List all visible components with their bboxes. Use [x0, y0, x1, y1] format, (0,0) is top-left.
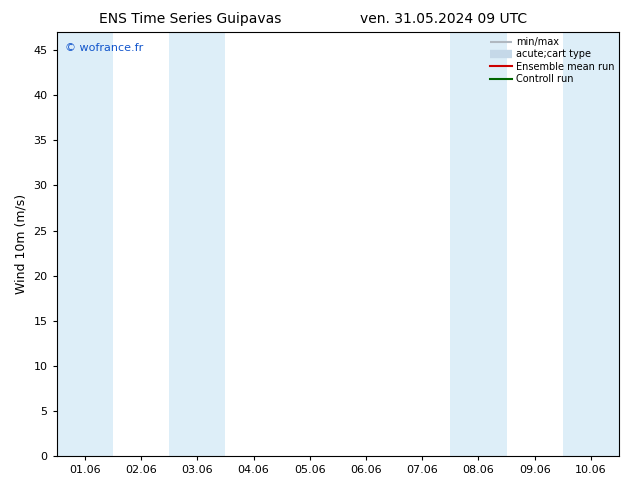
Bar	[56, 32, 113, 456]
Y-axis label: Wind 10m (m/s): Wind 10m (m/s)	[15, 194, 28, 294]
Bar	[169, 32, 226, 456]
Legend: min/max, acute;cart type, Ensemble mean run, Controll run: min/max, acute;cart type, Ensemble mean …	[488, 35, 616, 86]
Bar	[450, 32, 507, 456]
Text: ven. 31.05.2024 09 UTC: ven. 31.05.2024 09 UTC	[360, 12, 527, 26]
Text: © wofrance.fr: © wofrance.fr	[65, 43, 143, 53]
Text: ENS Time Series Guipavas: ENS Time Series Guipavas	[99, 12, 281, 26]
Bar	[563, 32, 619, 456]
